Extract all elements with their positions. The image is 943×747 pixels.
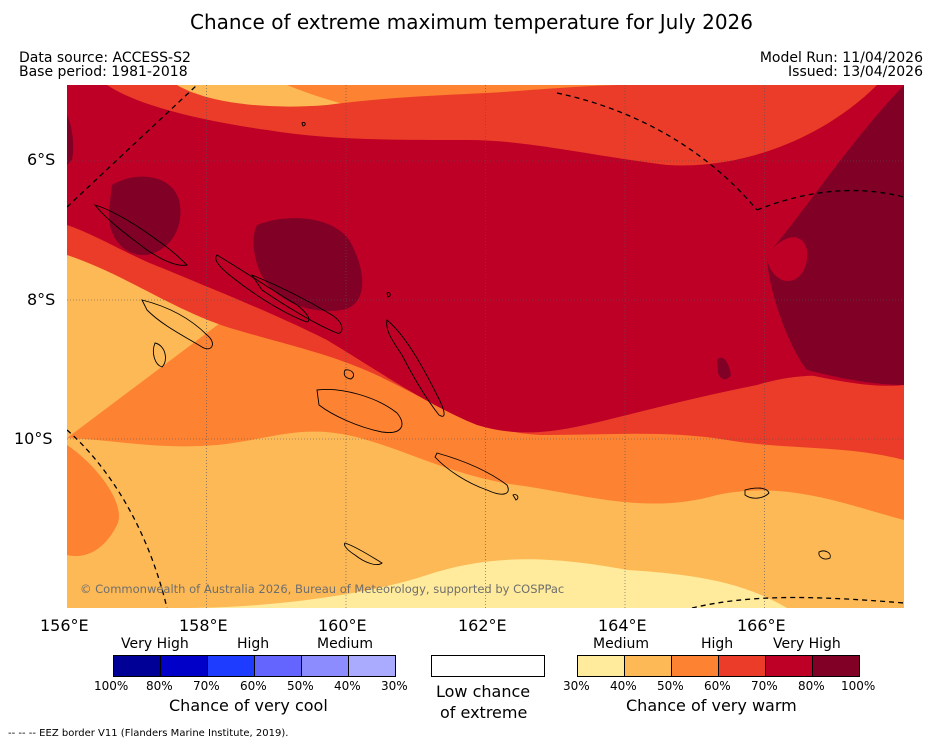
cool-swatch-6	[348, 655, 396, 677]
island-new-georgia	[141, 299, 213, 350]
lon-label-164e: 164°E	[598, 616, 647, 635]
warm-swatch-1	[577, 655, 625, 677]
graticule	[67, 85, 904, 608]
island-santa-isabel	[250, 274, 343, 334]
base-period: Base period: 1981-2018	[19, 64, 188, 80]
island-bougainville	[93, 204, 188, 266]
island-makira	[434, 452, 509, 495]
cool-pct-40: 40%	[334, 679, 361, 693]
warm-pct-50: 50%	[657, 679, 684, 693]
warm-pct-100: 100%	[841, 679, 876, 693]
lat-label-10s: 10°S	[14, 429, 53, 448]
issued-date: Issued: 13/04/2026	[788, 64, 923, 80]
cool-pct-70: 70%	[193, 679, 220, 693]
warm-swatch-5	[765, 655, 813, 677]
island-florida	[343, 369, 355, 380]
eez-borders	[67, 85, 904, 608]
eez-border-se	[691, 596, 904, 608]
lat-label-6s: 6°S	[27, 150, 56, 169]
cool-colorbar	[113, 655, 396, 677]
island-vanikoro	[818, 550, 831, 560]
eez-border-ne	[556, 92, 758, 211]
cool-category-medium: Medium	[317, 636, 373, 652]
warm-legend-title: Chance of very warm	[626, 696, 797, 715]
warm-pct-30: 30%	[563, 679, 590, 693]
cool-legend-title: Chance of very cool	[169, 696, 328, 715]
warm-pct-80: 80%	[798, 679, 825, 693]
lat-label-8s: 8°S	[27, 290, 56, 309]
cool-pct-60: 60%	[240, 679, 267, 693]
eez-border-east	[756, 189, 904, 211]
cool-swatch-2	[160, 655, 208, 677]
forecast-map: © Commonwealth of Australia 2026, Bureau…	[67, 85, 904, 608]
warm-category-very-high: Very High	[773, 636, 841, 652]
island-small-2	[386, 292, 391, 298]
warm-category-medium: Medium	[593, 636, 649, 652]
island-santa-cruz	[744, 487, 770, 499]
islands	[93, 122, 831, 566]
warm-swatch-6	[812, 655, 860, 677]
neutral-swatch	[431, 655, 545, 677]
contour-80-100-small	[717, 357, 731, 380]
eez-border-nw	[67, 85, 198, 208]
lon-label-166e: 166°E	[737, 616, 786, 635]
cool-category-very-high: Very High	[121, 636, 189, 652]
cool-pct-80: 80%	[146, 679, 173, 693]
contour-50-60-west	[67, 445, 119, 557]
copyright-notice: © Commonwealth of Australia 2026, Bureau…	[80, 582, 564, 596]
warm-swatch-2	[624, 655, 672, 677]
island-small-ne	[301, 122, 306, 127]
warm-swatch-3	[671, 655, 719, 677]
lon-label-158e: 158°E	[179, 616, 228, 635]
island-santa-ana	[512, 494, 519, 501]
neutral-label-line1: Low chance	[436, 682, 531, 701]
lon-label-160e: 160°E	[318, 616, 367, 635]
lon-label-156e: 156°E	[40, 616, 89, 635]
warm-swatch-4	[718, 655, 766, 677]
warm-pct-40: 40%	[610, 679, 637, 693]
contour-70-80-notch	[767, 237, 808, 281]
warm-pct-60: 60%	[704, 679, 731, 693]
data-source: Data source: ACCESS-S2	[19, 50, 191, 66]
cool-swatch-3	[207, 655, 255, 677]
cool-swatch-4	[254, 655, 302, 677]
cool-pct-50: 50%	[287, 679, 314, 693]
island-guadalcanal	[316, 389, 403, 433]
contour-80-100-d	[767, 85, 904, 385]
island-rennell	[344, 542, 383, 566]
page-title: Chance of extreme maximum temperature fo…	[189, 10, 753, 34]
cool-pct-100: 100%	[94, 679, 129, 693]
cool-category-high: High	[237, 636, 270, 652]
lon-label-162e: 162°E	[458, 616, 507, 635]
cool-pct-30: 30%	[381, 679, 408, 693]
eez-border-sw	[67, 429, 168, 608]
warm-pct-70: 70%	[751, 679, 778, 693]
eez-footnote: -- -- -- EEZ border V11 (Flanders Marine…	[8, 728, 289, 739]
cool-swatch-5	[301, 655, 349, 677]
contour-80-100-a	[108, 176, 181, 256]
neutral-label-line2: of extreme	[440, 703, 528, 722]
warm-category-high: High	[701, 636, 734, 652]
island-choiseul	[215, 254, 310, 323]
contour-80-100-c	[67, 115, 74, 165]
warm-colorbar	[577, 655, 860, 677]
island-malaita	[386, 319, 445, 417]
cool-swatch-1	[113, 655, 161, 677]
island-vella	[152, 342, 166, 368]
model-run: Model Run: 11/04/2026	[759, 50, 923, 66]
